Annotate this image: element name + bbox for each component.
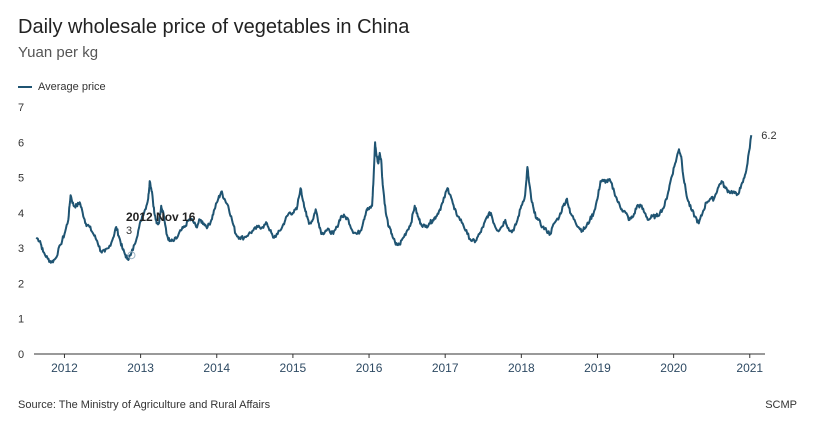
end-value-label: 6.2 xyxy=(761,130,776,142)
annotation-layer: 2012 Nov 163 xyxy=(126,210,196,260)
series-layer: 6.2 xyxy=(35,130,777,264)
legend: Average price xyxy=(18,81,106,93)
series-line-average-price xyxy=(35,135,753,264)
x-tick-label: 2021 xyxy=(736,361,763,375)
annotation-value: 3 xyxy=(126,225,132,237)
y-tick-label: 1 xyxy=(18,314,24,326)
y-axis: 0 1 2 3 4 5 6 7 xyxy=(18,102,24,361)
y-tick-label: 2 xyxy=(18,278,24,290)
chart-subtitle: Yuan per kg xyxy=(18,44,99,61)
x-tick-label: 2020 xyxy=(660,361,687,375)
brand-label: SCMP xyxy=(765,399,797,411)
x-tick-label: 2017 xyxy=(432,361,459,375)
chart-title: Daily wholesale price of vegetables in C… xyxy=(18,16,410,38)
source-note: Source: The Ministry of Agriculture and … xyxy=(18,399,271,411)
y-tick-label: 3 xyxy=(18,243,24,255)
x-tick-label: 2013 xyxy=(127,361,154,375)
legend-swatch xyxy=(18,86,32,88)
annotation-date: 2012 Nov 16 xyxy=(126,210,196,224)
x-tick-label: 2012 xyxy=(51,361,78,375)
y-tick-label: 5 xyxy=(18,173,24,185)
x-tick-label: 2018 xyxy=(508,361,535,375)
legend-label: Average price xyxy=(38,81,106,93)
y-tick-label: 0 xyxy=(18,349,24,361)
x-tick-label: 2014 xyxy=(203,361,230,375)
annotation-marker xyxy=(127,251,136,260)
y-tick-label: 7 xyxy=(18,102,24,114)
x-axis: 2012 2013 2014 2015 2016 2017 2018 2019 2020 2021 xyxy=(34,353,765,375)
x-tick-label: 2016 xyxy=(356,361,383,375)
y-tick-label: 4 xyxy=(18,208,24,220)
x-tick-label: 2015 xyxy=(280,361,307,375)
y-tick-label: 6 xyxy=(18,137,24,149)
x-tick-label: 2019 xyxy=(584,361,611,375)
